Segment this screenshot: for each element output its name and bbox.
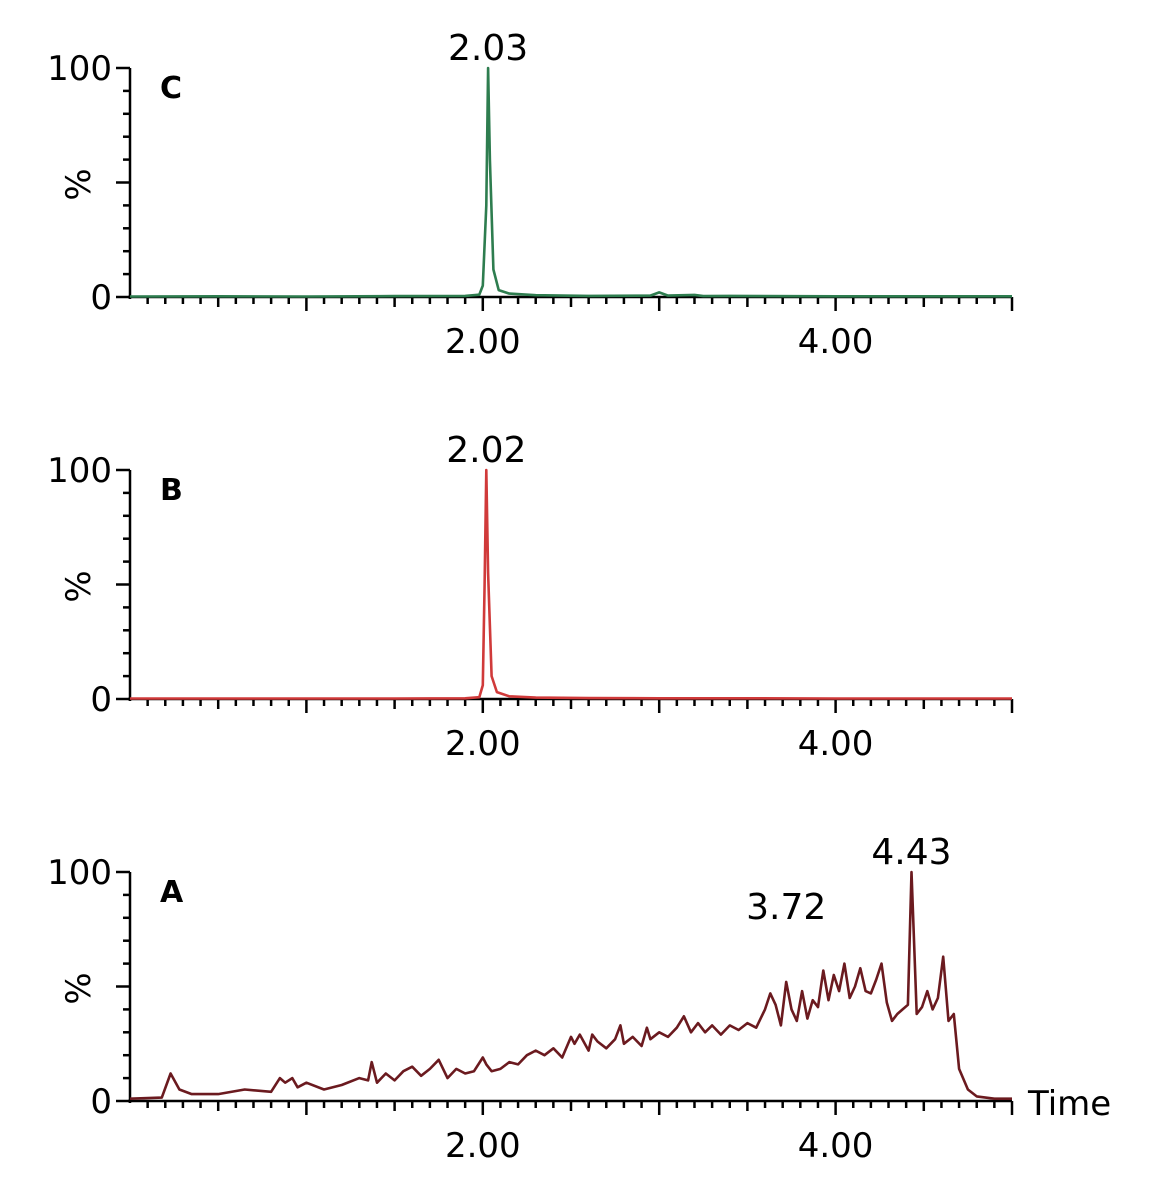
panel-label-b: B	[160, 473, 183, 508]
x-tick-label-c-4: 4.00	[798, 322, 874, 362]
y-tick-label-b-100: 100	[47, 451, 112, 491]
y-tick-label-c-100: 100	[47, 49, 112, 89]
x-tick-label-a-2: 2.00	[445, 1126, 521, 1166]
y-axis-label-b: %	[59, 570, 99, 602]
y-axis-label-c: %	[59, 168, 99, 200]
peak-label-a-1: 4.43	[871, 832, 951, 873]
peak-label-c-0: 2.03	[448, 28, 528, 69]
y-axis-label-a: %	[59, 972, 99, 1004]
peak-label-a-0: 3.72	[746, 887, 826, 928]
series-line-c-0	[129, 66, 1012, 298]
y-tick-label-a-100: 100	[47, 853, 112, 893]
series-line-a-0	[129, 870, 1012, 1100]
x-tick-label-b-4: 4.00	[798, 724, 874, 764]
x-tick-label-b-2: 2.00	[445, 724, 521, 764]
y-tick-label-b-0: 0	[90, 680, 112, 720]
x-tick-label-c-2: 2.00	[445, 322, 521, 362]
panel-label-c: C	[160, 71, 182, 106]
y-tick-label-c-0: 0	[90, 278, 112, 318]
series-line-b-0	[130, 468, 1012, 700]
peak-label-b-0: 2.02	[446, 430, 526, 471]
y-tick-label-a-0: 0	[90, 1082, 112, 1122]
panel-label-a: A	[160, 875, 184, 910]
x-axis-label-a: Time	[1027, 1084, 1111, 1124]
x-tick-label-a-4: 4.00	[798, 1126, 874, 1166]
